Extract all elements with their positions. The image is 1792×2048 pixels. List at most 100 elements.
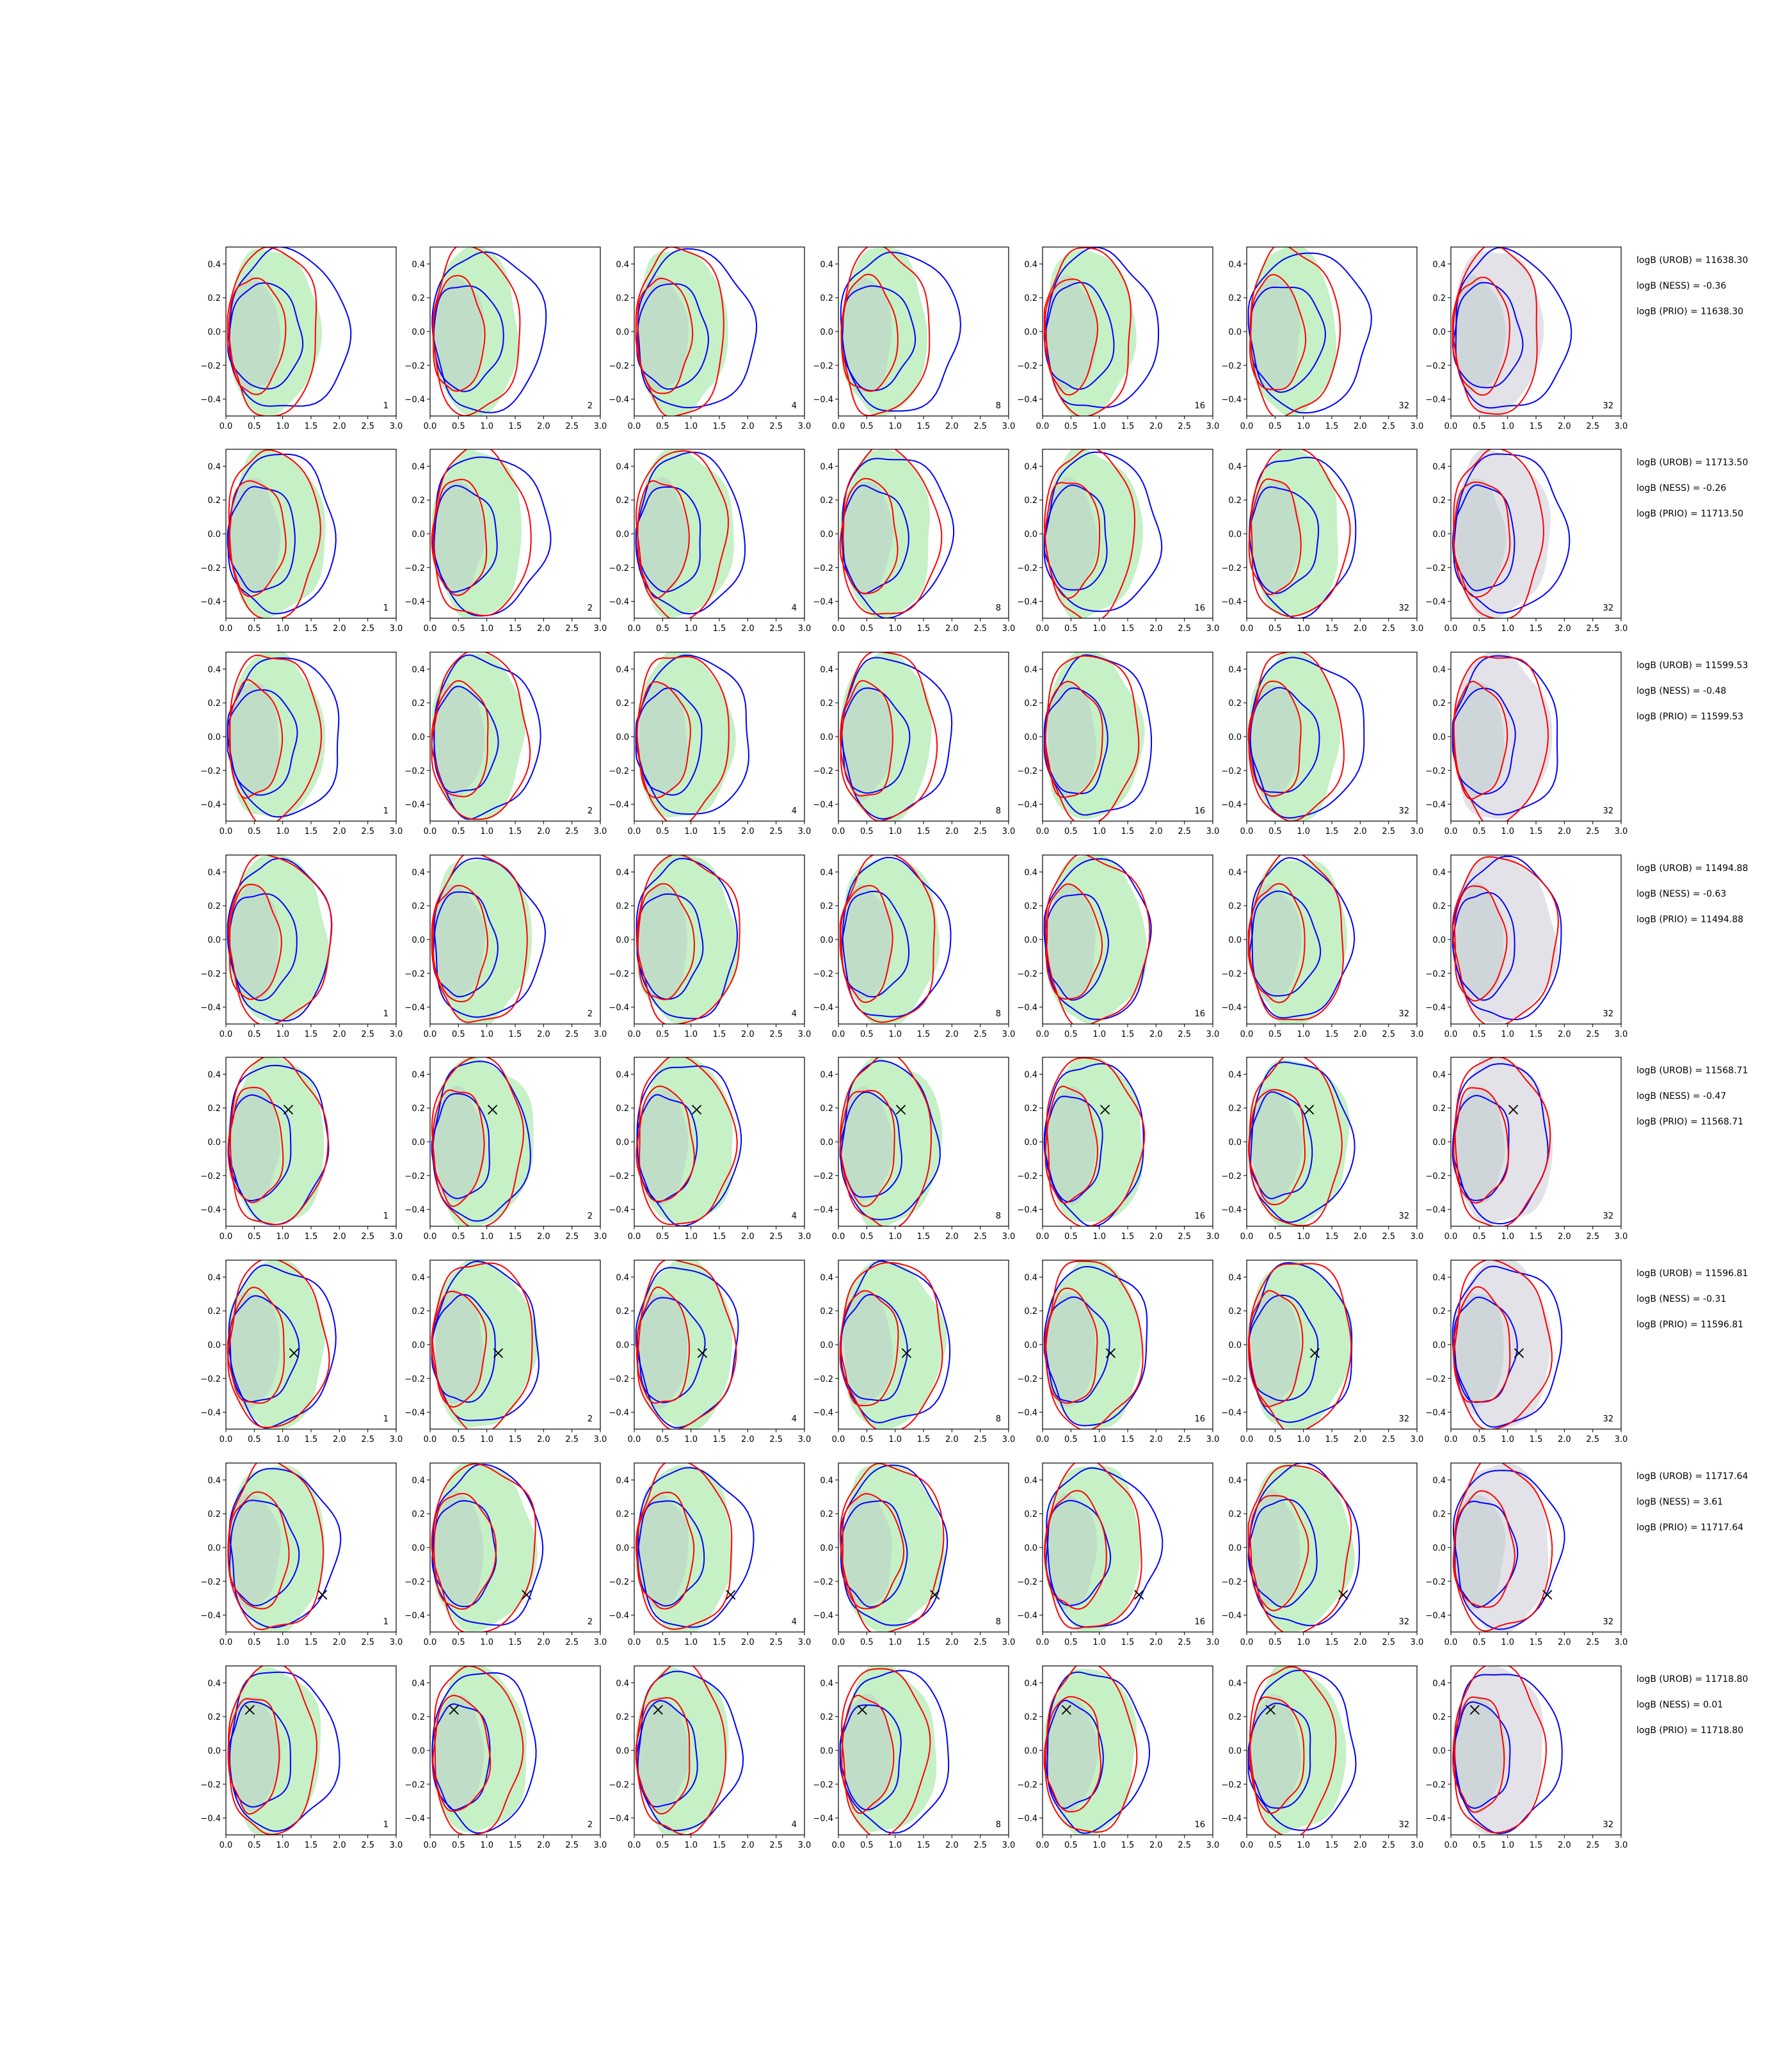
red-inner-contour	[840, 1290, 899, 1407]
posterior-density-fill	[1249, 860, 1348, 1024]
blue-inner-contour	[431, 1703, 491, 1811]
y-tick-label: −0.4	[1425, 1814, 1446, 1824]
panel-r8-c5: 0.4 0.2 0.0 −0.2 −0.4 0.0 0.5 1.0 1.5 2.0 2.5 3.0 16	[1017, 1665, 1220, 1850]
y-tick-label: −0.4	[200, 396, 221, 405]
x-tick-label: 3.0	[1615, 624, 1628, 634]
y-tick-label: −0.2	[404, 362, 425, 371]
y-tick-label: 0.4	[412, 868, 425, 877]
true-value-marker	[1105, 1348, 1116, 1358]
core-density-fill	[1453, 682, 1505, 797]
x-tick-label: 2.5	[565, 1232, 579, 1242]
true-value-marker	[1061, 1705, 1071, 1715]
posterior-density-fill	[431, 247, 519, 416]
y-tick-label: −0.4	[609, 1206, 629, 1215]
red-inner-contour	[1249, 274, 1307, 390]
x-tick-label: 0.0	[1036, 1030, 1050, 1039]
prior-density-fill	[1453, 855, 1558, 1023]
posterior-density-fill	[842, 1260, 947, 1429]
y-tick-label: 0.2	[1432, 1713, 1446, 1722]
red-outer-contour	[1044, 1260, 1144, 1429]
x-tick-label: 3.0	[1206, 1841, 1220, 1850]
x-tick-label: 2.5	[973, 1030, 987, 1039]
x-tick-label: 2.5	[1178, 1232, 1191, 1242]
x-tick-label: 2.0	[333, 422, 346, 431]
y-tick-label: 0.4	[616, 462, 629, 472]
red-outer-contour	[228, 855, 333, 1024]
logb-urob-label: logB (UROB) = 11717.64	[1636, 1471, 1748, 1482]
logb-ness-label: logB (NESS) = -0.63	[1636, 889, 1726, 899]
x-tick-label: 1.0	[888, 422, 902, 431]
x-tick-label: 3.0	[1002, 624, 1016, 634]
posterior-density-fill	[1248, 449, 1338, 616]
x-tick-label: 2.5	[973, 1232, 987, 1242]
x-tick-label: 0.0	[1444, 1232, 1458, 1242]
panel-r8-c2: 0.4 0.2 0.0 −0.2 −0.4 0.0 0.5 1.0 1.5 2.0 2.5 3.0 2	[404, 1665, 607, 1850]
x-tick-label: 2.5	[769, 1638, 783, 1647]
x-tick-label: 2.0	[537, 827, 550, 836]
x-tick-label: 0.5	[1268, 827, 1282, 836]
x-tick-label: 3.0	[1615, 1435, 1628, 1444]
x-tick-label: 0.0	[424, 1030, 437, 1039]
panel-corner-label: 1	[383, 401, 388, 411]
logb-prio-label: logB (PRIO) = 11568.71	[1636, 1117, 1743, 1127]
blue-inner-contour	[228, 893, 298, 1002]
x-tick-label: 1.5	[713, 1638, 726, 1647]
y-tick-label: 0.2	[1024, 1307, 1037, 1316]
panel-corner-label: 16	[1194, 1212, 1205, 1221]
panel-corner-label: 32	[1603, 604, 1613, 613]
x-tick-label: 1.0	[276, 1232, 289, 1242]
y-tick-label: −0.4	[404, 1612, 425, 1621]
red-inner-contour	[432, 1089, 485, 1208]
logb-prio-label: logB (PRIO) = 11494.88	[1636, 915, 1743, 925]
y-tick-label: 0.0	[1228, 328, 1242, 337]
red-outer-contour	[1043, 247, 1132, 416]
x-tick-label: 0.5	[1268, 422, 1282, 431]
x-tick-label: 3.0	[1411, 1841, 1424, 1850]
x-tick-label: 1.5	[1530, 422, 1543, 431]
panel-r7-c1: 0.4 0.2 0.0 −0.2 −0.4 0.0 0.5 1.0 1.5 2.0 2.5 3.0 1	[200, 1462, 403, 1647]
panel-r1-c7: 0.4 0.2 0.0 −0.2 −0.4 0.0 0.5 1.0 1.5 2.0 2.5 3.0 32	[1425, 246, 1628, 431]
x-tick-label: 1.0	[1501, 827, 1514, 836]
x-tick-label: 1.5	[1530, 1030, 1543, 1039]
x-tick-label: 2.5	[565, 827, 579, 836]
red-inner-contour	[842, 1492, 905, 1610]
logb-urob-label: logB (UROB) = 11568.71	[1636, 1066, 1748, 1076]
posterior-density-fill	[842, 1464, 945, 1632]
x-tick-label: 3.0	[390, 1030, 403, 1039]
x-tick-label: 0.0	[220, 1435, 233, 1444]
y-tick-label: 0.2	[412, 1104, 425, 1114]
x-tick-label: 2.5	[1178, 422, 1191, 431]
red-inner-contour	[1452, 1490, 1516, 1608]
x-tick-label: 3.0	[1615, 1232, 1628, 1242]
x-tick-label: 2.0	[1558, 1232, 1571, 1242]
y-tick-label: 0.2	[1432, 1307, 1446, 1316]
posterior-density-fill	[1248, 247, 1337, 416]
x-tick-label: 0.5	[656, 1638, 669, 1647]
x-tick-label: 3.0	[1002, 1232, 1016, 1242]
x-tick-label: 1.5	[305, 1435, 318, 1444]
panel-r6-c6: 0.4 0.2 0.0 −0.2 −0.4 0.0 0.5 1.0 1.5 2.0 2.5 3.0 32	[1221, 1260, 1423, 1444]
y-tick-label: −0.2	[1017, 564, 1037, 573]
core-density-fill	[1251, 1088, 1303, 1203]
red-outer-contour	[227, 1463, 324, 1631]
y-tick-label: −0.2	[609, 1375, 629, 1384]
y-tick-label: 0.2	[207, 902, 221, 911]
x-tick-label: 1.5	[713, 1030, 726, 1039]
x-tick-label: 0.5	[860, 1638, 874, 1647]
x-tick-label: 0.5	[248, 827, 261, 836]
y-tick-label: 0.2	[1228, 699, 1242, 708]
true-value-marker	[726, 1590, 736, 1600]
red-inner-contour	[431, 1290, 487, 1408]
panel-corner-label: 32	[1603, 806, 1613, 816]
blue-inner-contour	[841, 285, 916, 392]
true-value-marker	[930, 1590, 940, 1600]
y-tick-label: 0.4	[207, 1273, 221, 1283]
y-tick-label: 0.0	[412, 1341, 425, 1350]
y-tick-label: −0.4	[404, 1409, 425, 1418]
x-tick-label: 3.0	[798, 422, 812, 431]
x-tick-label: 0.0	[220, 827, 233, 836]
x-tick-label: 0.0	[1240, 1232, 1254, 1242]
panel-corner-label: 1	[383, 1617, 388, 1627]
panel-corner-label: 4	[792, 401, 797, 411]
x-tick-label: 2.0	[537, 422, 550, 431]
